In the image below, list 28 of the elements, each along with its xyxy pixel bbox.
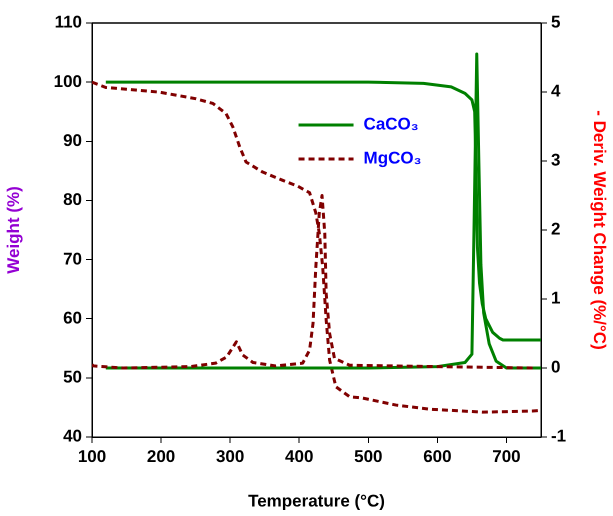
x-axis-title: Temperature (°C) <box>248 491 385 510</box>
y-tick-label: 60 <box>63 308 82 328</box>
y-tick-label: 70 <box>63 249 82 268</box>
y2-tick-label: 1 <box>551 288 560 308</box>
x-tick-label: 500 <box>354 446 382 466</box>
y2-tick-label: -1 <box>551 426 566 446</box>
y-axis-title: Weight (%) <box>4 186 23 274</box>
y2-tick-label: 4 <box>551 82 561 101</box>
y-tick-label: 80 <box>63 190 82 210</box>
x-tick-label: 600 <box>423 446 452 466</box>
x-tick-label: 400 <box>285 446 314 466</box>
legend-label: MgCO₃ <box>364 148 422 168</box>
y-tick-label: 90 <box>63 130 82 150</box>
line-series <box>92 80 541 414</box>
y2-tick-label: 2 <box>551 220 560 239</box>
y-tick-label: 50 <box>63 368 82 387</box>
y2-tick-label: 3 <box>551 150 560 170</box>
y2-tick-label: 5 <box>551 12 560 32</box>
y-tick-label: 100 <box>54 72 82 91</box>
y2-tick-label: 0 <box>551 358 560 377</box>
x-tick-label: 200 <box>146 446 176 466</box>
y2-axis-title: - Deriv. Weight Change (%/°C) <box>590 110 610 350</box>
x-tick-label: 100 <box>78 446 106 466</box>
y-tick-label: 40 <box>63 426 82 446</box>
x-tick-label: 700 <box>492 446 521 466</box>
x-tick-label: 300 <box>216 446 244 466</box>
legend-label: CaCO₃ <box>364 114 419 134</box>
y-tick-label: 110 <box>54 12 82 32</box>
